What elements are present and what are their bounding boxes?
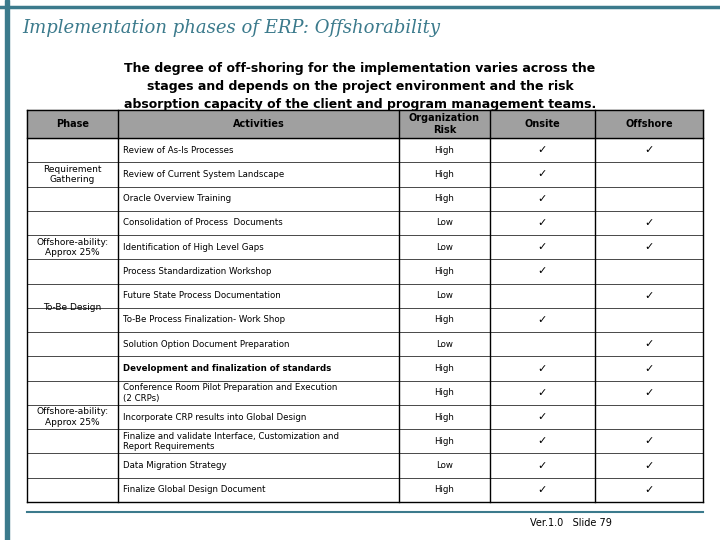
Text: Identification of High Level Gaps: Identification of High Level Gaps <box>123 242 264 252</box>
Text: Organization
Risk: Organization Risk <box>409 113 480 135</box>
Text: Offshore-ability:
Approx 25%: Offshore-ability: Approx 25% <box>37 407 109 427</box>
Text: To-Be Process Finalization- Work Shop: To-Be Process Finalization- Work Shop <box>123 315 285 325</box>
Text: Incorporate CRP results into Global Design: Incorporate CRP results into Global Desi… <box>123 413 307 422</box>
Text: Offshore: Offshore <box>625 119 672 129</box>
Text: Requirement
Gathering: Requirement Gathering <box>43 165 102 184</box>
Text: Review of As-Is Processes: Review of As-Is Processes <box>123 146 234 154</box>
Text: Activities: Activities <box>233 119 284 129</box>
Text: ✓: ✓ <box>538 363 547 374</box>
Text: Low: Low <box>436 242 453 252</box>
Text: Conference Room Pilot Preparation and Execution
(2 CRPs): Conference Room Pilot Preparation and Ex… <box>123 383 338 402</box>
Bar <box>27 405 703 429</box>
Text: Future State Process Documentation: Future State Process Documentation <box>123 291 281 300</box>
Text: ✓: ✓ <box>538 266 547 276</box>
Text: ✓: ✓ <box>644 145 654 155</box>
Bar <box>27 235 703 259</box>
Text: ✓: ✓ <box>644 218 654 228</box>
Text: Data Migration Strategy: Data Migration Strategy <box>123 461 227 470</box>
Text: Oracle Overview Training: Oracle Overview Training <box>123 194 231 203</box>
Text: Low: Low <box>436 291 453 300</box>
Text: ✓: ✓ <box>538 461 547 470</box>
Text: ✓: ✓ <box>538 218 547 228</box>
Bar <box>5 0 9 540</box>
Text: ✓: ✓ <box>538 412 547 422</box>
Text: High: High <box>434 413 454 422</box>
Text: Process Standardization Workshop: Process Standardization Workshop <box>123 267 271 276</box>
Text: Review of Current System Landscape: Review of Current System Landscape <box>123 170 284 179</box>
Text: High: High <box>434 146 454 154</box>
Text: Development and finalization of standards: Development and finalization of standard… <box>123 364 331 373</box>
Text: The degree of off-shoring for the implementation varies across the
stages and de: The degree of off-shoring for the implem… <box>124 62 596 111</box>
Bar <box>27 259 703 284</box>
Text: ✓: ✓ <box>538 145 547 155</box>
Text: ✓: ✓ <box>644 363 654 374</box>
Text: Finalize Global Design Document: Finalize Global Design Document <box>123 485 266 494</box>
Text: ✓: ✓ <box>644 436 654 447</box>
Text: Finalize and validate Interface, Customization and
Report Requirements: Finalize and validate Interface, Customi… <box>123 431 339 451</box>
Text: ✓: ✓ <box>538 315 547 325</box>
Text: Consolidation of Process  Documents: Consolidation of Process Documents <box>123 219 283 227</box>
Text: ✓: ✓ <box>538 388 547 398</box>
Bar <box>27 162 703 186</box>
Bar <box>27 332 703 356</box>
Text: Solution Option Document Preparation: Solution Option Document Preparation <box>123 340 289 349</box>
Bar <box>27 138 703 162</box>
Text: High: High <box>434 485 454 494</box>
Bar <box>27 356 703 381</box>
Text: Implementation phases of ERP: Offshorability: Implementation phases of ERP: Offshorabi… <box>22 19 440 37</box>
Text: High: High <box>434 388 454 397</box>
Text: Ver.1.0   Slide 79: Ver.1.0 Slide 79 <box>530 518 612 528</box>
Text: ✓: ✓ <box>644 242 654 252</box>
Bar <box>27 454 703 478</box>
Text: Low: Low <box>436 219 453 227</box>
Bar <box>27 308 703 332</box>
Text: ✓: ✓ <box>538 485 547 495</box>
Text: ✓: ✓ <box>644 339 654 349</box>
Text: ✓: ✓ <box>644 388 654 398</box>
Text: ✓: ✓ <box>644 291 654 301</box>
Text: Low: Low <box>436 340 453 349</box>
Bar <box>27 478 703 502</box>
Bar <box>27 110 703 138</box>
Text: ✓: ✓ <box>644 461 654 470</box>
Bar <box>27 211 703 235</box>
Text: High: High <box>434 194 454 203</box>
Text: ✓: ✓ <box>538 194 547 204</box>
Text: To-Be Design: To-Be Design <box>43 303 102 312</box>
Bar <box>27 186 703 211</box>
Text: ✓: ✓ <box>538 170 547 179</box>
Text: High: High <box>434 267 454 276</box>
Text: Low: Low <box>436 461 453 470</box>
Bar <box>27 284 703 308</box>
Text: ✓: ✓ <box>538 242 547 252</box>
Text: Phase: Phase <box>56 119 89 129</box>
Text: Offshore-ability:
Approx 25%: Offshore-ability: Approx 25% <box>37 238 109 257</box>
Text: High: High <box>434 437 454 446</box>
Bar <box>27 429 703 454</box>
Text: High: High <box>434 315 454 325</box>
Text: ✓: ✓ <box>644 485 654 495</box>
Bar <box>27 381 703 405</box>
Text: Onsite: Onsite <box>525 119 560 129</box>
Text: High: High <box>434 170 454 179</box>
Text: High: High <box>434 364 454 373</box>
Text: ✓: ✓ <box>538 436 547 447</box>
